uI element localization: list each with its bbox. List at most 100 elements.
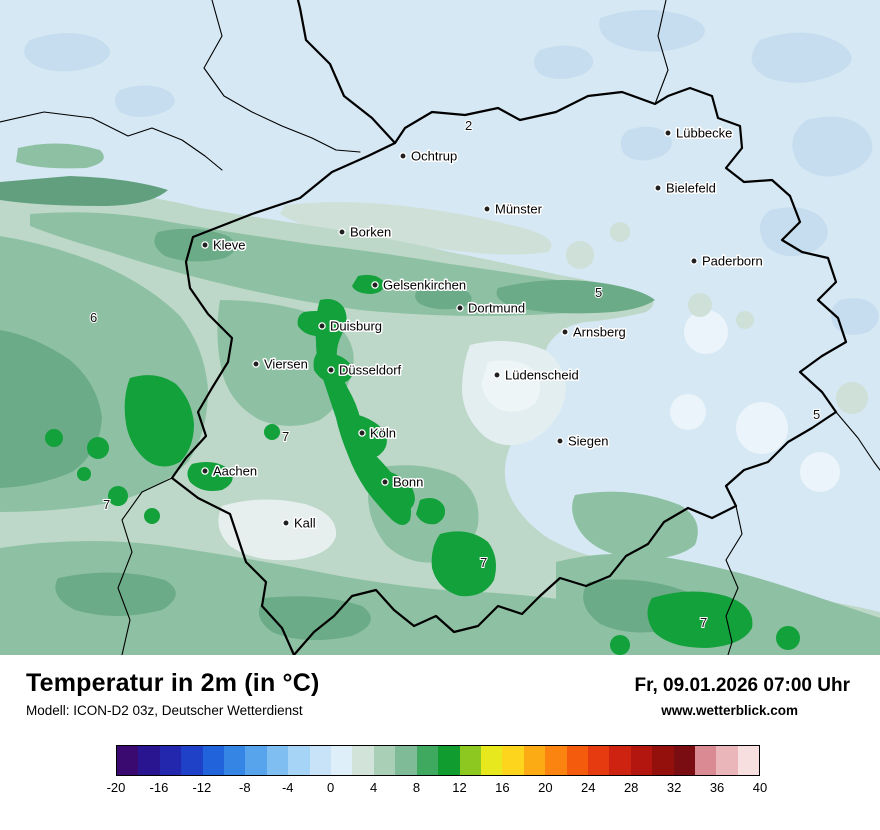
city-marker-siegen: Siegen bbox=[556, 432, 610, 450]
temperature-map: 2 5 6 5 7 7 7 7 Ochtrup Lübbecke Münster Bielefeld… bbox=[0, 0, 880, 655]
city-dot bbox=[399, 152, 407, 160]
colorbar-segment bbox=[266, 746, 289, 775]
temp-field-region bbox=[415, 285, 472, 310]
city-label: Lübbecke bbox=[676, 126, 732, 141]
colorbar-segment bbox=[716, 746, 738, 775]
temp-field-region bbox=[369, 468, 415, 513]
temp-field-region bbox=[24, 9, 879, 335]
model-label: Modell: ICON-D2 03z, Deutscher Wetterdie… bbox=[26, 703, 303, 718]
colorbar-segment bbox=[694, 746, 717, 775]
temperature-value-labels: 2 5 6 5 7 7 7 7 bbox=[89, 117, 821, 631]
colorbar bbox=[116, 745, 760, 776]
city-marker-münster: Münster bbox=[483, 200, 544, 218]
city-marker-bonn: Bonn bbox=[381, 473, 425, 491]
city-marker-arnsberg: Arnsberg bbox=[561, 323, 627, 341]
city-marker-köln: Köln bbox=[358, 424, 398, 442]
city-marker-paderborn: Paderborn bbox=[690, 252, 764, 270]
city-dot bbox=[252, 360, 260, 368]
city-marker-bielefeld: Bielefeld bbox=[654, 179, 717, 197]
colorbar-segment bbox=[181, 746, 203, 775]
colorbar-segment bbox=[438, 746, 460, 775]
city-dot bbox=[654, 184, 662, 192]
city-label: Bonn bbox=[393, 475, 423, 490]
colorbar-segment bbox=[459, 746, 481, 775]
city-dot bbox=[201, 467, 209, 475]
city-marker-borken: Borken bbox=[338, 223, 393, 241]
temp-field-region bbox=[77, 467, 91, 481]
city-dot bbox=[318, 322, 326, 330]
map-title: Temperatur in 2m (in °C) bbox=[26, 669, 320, 697]
city-dot bbox=[483, 205, 491, 213]
colorbar-segment bbox=[224, 746, 246, 775]
city-dot bbox=[664, 129, 672, 137]
temp-field-region bbox=[16, 143, 104, 169]
temp-field-region bbox=[647, 591, 753, 648]
temperature-value-label: 5 bbox=[595, 285, 602, 300]
city-label: Arnsberg bbox=[573, 325, 626, 340]
city-dot bbox=[456, 304, 464, 312]
city-label: Köln bbox=[370, 426, 396, 441]
temp-field-region bbox=[0, 330, 102, 488]
temp-field-region bbox=[688, 293, 712, 317]
temp-field-region bbox=[124, 375, 194, 467]
city-marker-duisburg: Duisburg bbox=[318, 317, 384, 335]
colorbar-segment bbox=[138, 746, 160, 775]
colorbar-tick-label: 0 bbox=[327, 780, 335, 795]
temp-field-region bbox=[610, 222, 630, 242]
city-label: Bielefeld bbox=[666, 181, 716, 196]
city-dot bbox=[690, 257, 698, 265]
cold-pockets bbox=[218, 341, 566, 561]
colorbar-tick-label: -16 bbox=[149, 780, 169, 795]
temp-field-region bbox=[0, 176, 168, 206]
colorbar-segment bbox=[395, 746, 417, 775]
temp-field-region bbox=[684, 310, 728, 354]
city-marker-gelsenkirchen: Gelsenkirchen bbox=[371, 276, 468, 294]
city-markers: Ochtrup Lübbecke Münster Bielefeld Borken Kle… bbox=[201, 124, 764, 532]
city-dot bbox=[556, 437, 564, 445]
city-label: Gelsenkirchen bbox=[383, 278, 466, 293]
colorbar-segment bbox=[737, 746, 760, 775]
city-label: Dortmund bbox=[468, 301, 525, 316]
colorbar-segment bbox=[566, 746, 588, 775]
colorbar-tick-label: -12 bbox=[192, 780, 212, 795]
city-label: Kleve bbox=[213, 238, 246, 253]
colorbar-segment bbox=[309, 746, 332, 775]
city-marker-düsseldorf: Düsseldorf bbox=[327, 361, 403, 379]
cold-mottling bbox=[24, 9, 879, 492]
temperature-value-label: 7 bbox=[700, 615, 707, 630]
colorbar-segment bbox=[609, 746, 631, 775]
city-label: Borken bbox=[350, 225, 391, 240]
city-label: Ochtrup bbox=[411, 149, 457, 164]
temperature-value-label: 5 bbox=[813, 407, 820, 422]
regional-border bbox=[117, 477, 173, 655]
colorbar-tick-label: 24 bbox=[581, 780, 596, 795]
temp-field-region bbox=[264, 424, 280, 440]
colorbar-tick-label: -8 bbox=[239, 780, 251, 795]
colorbar-segment bbox=[502, 746, 524, 775]
temp-field-region bbox=[45, 429, 63, 447]
city-marker-ochtrup: Ochtrup bbox=[399, 147, 459, 165]
city-label: Duisburg bbox=[330, 319, 382, 334]
temp-field-region bbox=[776, 626, 800, 650]
temp-field-region bbox=[144, 508, 160, 524]
colorbar-ticks: -20 -16 -12 -8 -4 0 4 8 12 16 20 24 28 32 36 40 bbox=[107, 780, 768, 798]
colorbar-segment bbox=[545, 746, 567, 775]
colorbar-tick-label: 20 bbox=[538, 780, 553, 795]
temperature-value-label: 7 bbox=[282, 429, 289, 444]
temperature-value-label: 6 bbox=[90, 310, 97, 325]
temp-field-region bbox=[736, 402, 788, 454]
temp-field-region bbox=[610, 635, 630, 655]
regional-border bbox=[654, 0, 669, 105]
colorbar-segment bbox=[416, 746, 439, 775]
footer-subtitle-row: Modell: ICON-D2 03z, Deutscher Wetterdie… bbox=[26, 703, 850, 718]
city-dot bbox=[561, 328, 569, 336]
borders bbox=[0, 0, 880, 655]
city-dot bbox=[493, 371, 501, 379]
vivid-green-patches bbox=[45, 274, 800, 655]
city-marker-lüdenscheid: Lüdenscheid bbox=[493, 366, 580, 384]
city-label: Aachen bbox=[213, 464, 257, 479]
colorbar-tick-label: 36 bbox=[709, 780, 725, 795]
colorbar-segment bbox=[373, 746, 396, 775]
temp-field-region bbox=[315, 299, 411, 525]
city-dot bbox=[201, 241, 209, 249]
